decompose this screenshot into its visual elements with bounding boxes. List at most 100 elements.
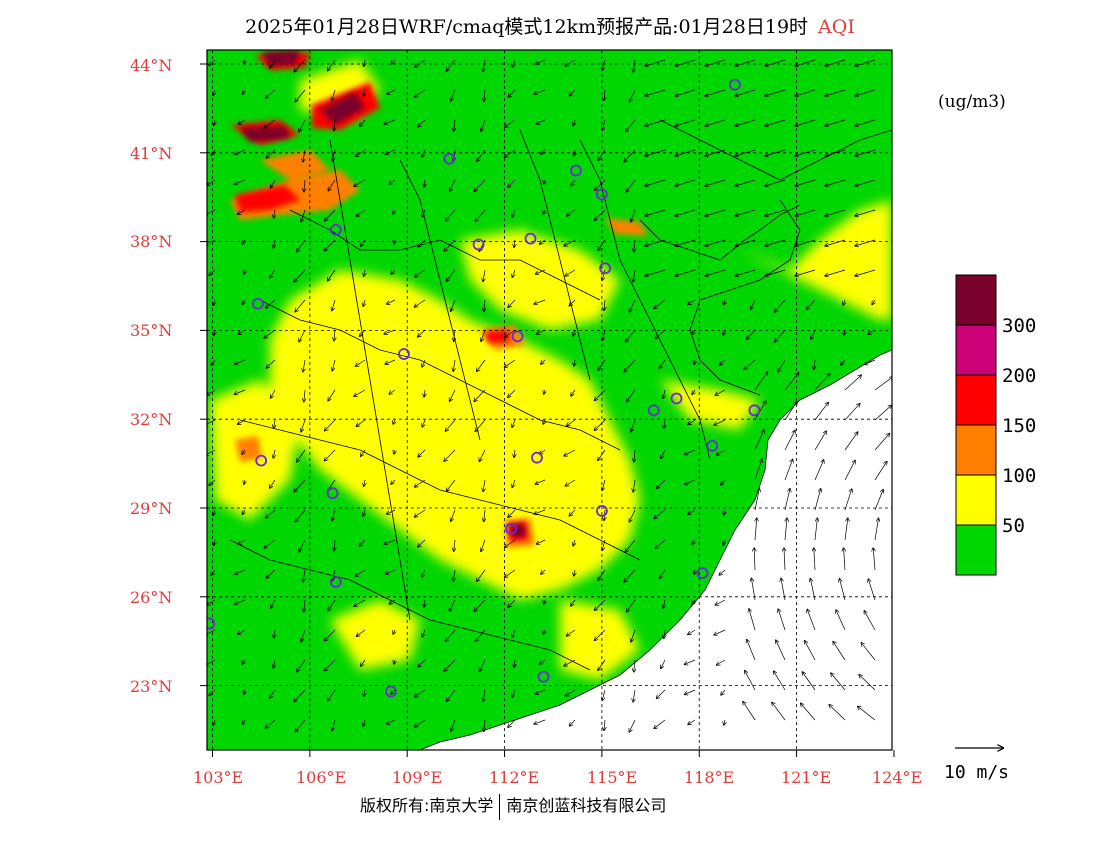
wind-arrow [211, 569, 216, 575]
wind-arrow [304, 599, 305, 612]
legend-unit: (ug/m3) [938, 92, 1006, 112]
wind-arrow [234, 179, 246, 184]
wind-arrow [297, 659, 306, 672]
wind-arrow [266, 149, 276, 158]
wind-arrow [755, 518, 757, 541]
wind-arrow [565, 269, 576, 276]
wind-arrow [334, 539, 335, 551]
wind-arrow [444, 449, 456, 461]
wind-arrow [843, 299, 845, 305]
wind-arrow [364, 479, 365, 486]
wind-arrow [629, 509, 636, 522]
wind-arrow [598, 569, 606, 580]
city-marker [511, 330, 524, 343]
wind-arrow [659, 359, 666, 368]
colorbar-bin-0 [955, 524, 997, 576]
wind-arrow [746, 329, 756, 339]
wind-arrow [535, 479, 546, 484]
wind-arrow [795, 239, 816, 246]
wind-arrow [264, 539, 276, 548]
wind-arrow [855, 119, 876, 126]
wind-arrow [844, 404, 860, 421]
wind-arrow [242, 239, 245, 244]
wind-arrow [645, 119, 666, 126]
wind-arrow [504, 569, 516, 577]
wind-arrow [654, 509, 666, 518]
wind-arrow [536, 539, 546, 544]
wind-arrow [303, 569, 305, 582]
wind-arrow [207, 239, 216, 245]
wind-arrow [831, 673, 846, 691]
wind-arrow [445, 209, 456, 221]
wind-arrow [602, 329, 606, 340]
wind-arrow [630, 89, 636, 102]
city-marker [505, 522, 517, 535]
wind-arrow [772, 702, 786, 721]
wind-arrow [705, 179, 726, 186]
city-marker [670, 392, 683, 405]
city-marker [729, 78, 741, 91]
wind-arrow [211, 149, 216, 155]
wind-arrow [841, 359, 846, 365]
wind-arrow [536, 329, 546, 334]
wind-arrow [544, 179, 545, 184]
city-marker [596, 188, 608, 201]
wind-arrow [544, 599, 545, 604]
wind-arrow [626, 389, 636, 402]
wind-arrow [825, 59, 846, 66]
wind-arrow [446, 269, 456, 281]
wind-arrow [266, 359, 276, 368]
wind-arrow [207, 419, 216, 425]
wind-arrow [414, 89, 426, 97]
wind-arrow [645, 269, 666, 276]
wind-arrow [795, 59, 816, 66]
city-marker [443, 152, 456, 165]
lat-label-35: 35°N [130, 321, 173, 340]
wind-arrow [775, 329, 786, 342]
wind-arrow [415, 269, 426, 277]
colorbar-bin-2 [955, 424, 997, 476]
wind-arrow [389, 599, 396, 604]
copyright-footer: 版权所有:南京大学 南京创蓝科技有限公司 [360, 792, 666, 820]
wind-arrow [645, 239, 666, 246]
wind-arrow [271, 599, 276, 608]
wind-arrow [264, 119, 276, 128]
city-marker [252, 297, 264, 310]
wind-arrow [675, 149, 696, 156]
wind-arrow [541, 569, 546, 574]
wind-arrow [213, 509, 215, 515]
wind-arrow [424, 179, 425, 187]
legend-label-150: 150 [1002, 415, 1037, 437]
wind-arrow [477, 149, 486, 161]
wind-arrow [567, 419, 576, 426]
wind-arrow [814, 374, 830, 391]
wind-arrow [385, 359, 396, 364]
wind-arrow [692, 539, 695, 544]
wind-arrow [645, 149, 666, 156]
wind-arrow [274, 629, 275, 638]
wind-arrow [625, 539, 636, 552]
wind-arrow [479, 659, 486, 671]
wind-arrow [414, 299, 426, 307]
wind-arrow [814, 460, 824, 481]
wind-arrow [207, 179, 216, 185]
lat-label-29: 29°N [130, 499, 173, 518]
wind-arrow [825, 89, 846, 96]
wind-arrow [874, 518, 878, 541]
wind-arrow [274, 209, 275, 218]
wind-arrow [574, 149, 575, 156]
wind-arrow [414, 719, 426, 727]
wind-arrow [354, 599, 366, 606]
wind-arrow [595, 179, 606, 190]
wind-arrow [477, 569, 486, 581]
wind-arrow [514, 449, 515, 457]
wind-arrow [207, 599, 216, 605]
lon-label-115: 115°E [587, 768, 638, 787]
wind-arrow [735, 89, 756, 96]
moderate-zones [210, 60, 892, 680]
footer-separator [499, 793, 501, 820]
wind-arrow [814, 359, 815, 370]
wind-arrow [264, 329, 276, 338]
wind-arrow [484, 299, 485, 311]
wind-arrow [784, 402, 797, 421]
